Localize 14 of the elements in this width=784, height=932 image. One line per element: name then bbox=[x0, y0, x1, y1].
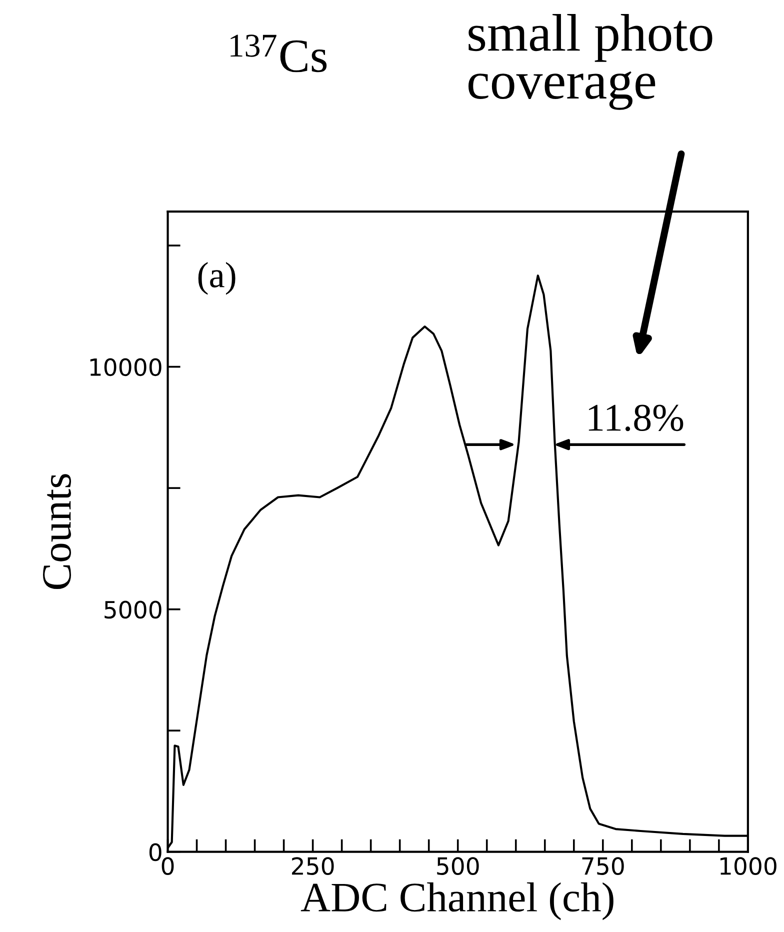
x-tick-label: 500 bbox=[437, 857, 479, 875]
x-tick-label: 250 bbox=[292, 857, 334, 875]
y-tick-label: 0 bbox=[149, 843, 162, 862]
x-tick-label: 0 bbox=[162, 857, 174, 875]
chart-title: $^{137}$Cs bbox=[230, 34, 327, 72]
annotation: (a) bbox=[198, 262, 236, 295]
text: small photo coverage bbox=[468, 14, 712, 110]
x-tick-label: 1000 bbox=[720, 857, 776, 875]
annotation: 11.8% bbox=[588, 404, 684, 432]
y-axis-title: Counts bbox=[43, 474, 72, 590]
y-tick-label: 5000 bbox=[104, 600, 162, 619]
x-axis-title: ADC Channel (ch) bbox=[300, 882, 614, 920]
y-tick-label: 10000 bbox=[90, 358, 162, 376]
x-tick-label: 750 bbox=[582, 857, 624, 875]
